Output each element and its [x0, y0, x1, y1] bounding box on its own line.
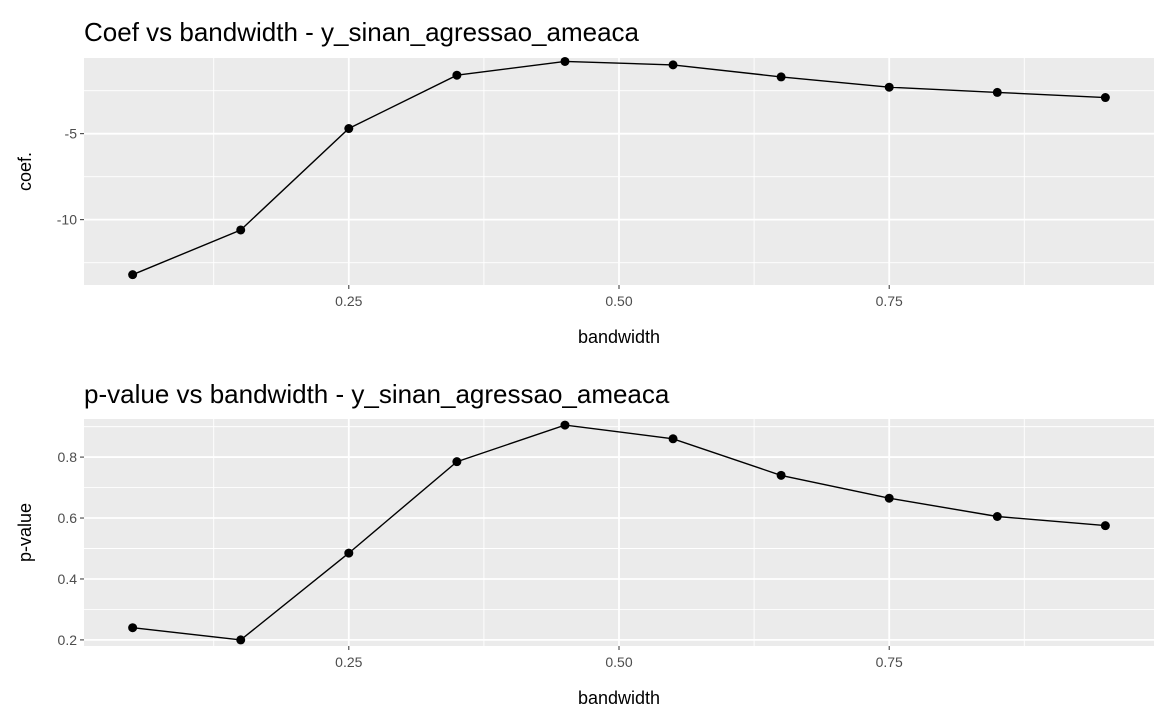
data-point [236, 635, 246, 645]
y-tick-label: 0.2 [58, 632, 78, 648]
coef-series-line [132, 60, 1106, 276]
y-tick-label: 0.8 [58, 449, 78, 465]
chart-title: Coef vs bandwidth - y_sinan_agressao_ame… [84, 17, 640, 47]
x-tick-label: 0.50 [605, 293, 632, 309]
axis-ticks: 0.25 0.50 0.75 -10 -5 [57, 126, 903, 309]
x-axis-title: bandwidth [578, 327, 660, 347]
pvalue-chart: p-value vs bandwidth - y_sinan_agressao_… [15, 379, 1154, 708]
data-point [560, 420, 570, 430]
data-point [128, 270, 138, 280]
x-tick-label: 0.25 [335, 654, 362, 670]
x-tick-label: 0.75 [876, 654, 903, 670]
grid-lines [84, 419, 1154, 646]
data-point [452, 70, 462, 80]
data-point [128, 623, 138, 633]
data-point [344, 548, 354, 558]
y-tick-label: 0.6 [58, 510, 78, 526]
data-point [668, 434, 678, 444]
x-tick-label: 0.75 [876, 293, 903, 309]
chart-title: p-value vs bandwidth - y_sinan_agressao_… [84, 379, 670, 409]
x-tick-label: 0.25 [335, 293, 362, 309]
pvalue-series-line [132, 424, 1106, 641]
data-point [560, 56, 570, 66]
x-tick-label: 0.50 [605, 654, 632, 670]
data-point [992, 87, 1002, 97]
data-point [992, 512, 1002, 522]
y-axis-title: coef. [15, 152, 35, 191]
y-axis-title: p-value [15, 503, 35, 562]
data-point [1100, 93, 1110, 103]
axis-ticks: 0.25 0.50 0.75 0.2 0.4 0.6 0.8 [58, 449, 904, 670]
data-point [1100, 521, 1110, 531]
pvalue-series-points [128, 420, 1110, 645]
y-tick-label: 0.4 [58, 571, 78, 587]
data-point [236, 225, 246, 235]
y-tick-label: -5 [65, 126, 78, 142]
data-point [452, 457, 462, 467]
y-tick-label: -10 [57, 212, 77, 228]
data-point [776, 470, 786, 480]
data-point [344, 124, 354, 134]
data-point [884, 82, 894, 92]
data-point [776, 72, 786, 82]
data-point [884, 493, 894, 503]
coef-chart: Coef vs bandwidth - y_sinan_agressao_ame… [15, 17, 1154, 347]
coef-series-points [128, 56, 1110, 280]
x-axis-title: bandwidth [578, 688, 660, 708]
data-point [668, 60, 678, 70]
